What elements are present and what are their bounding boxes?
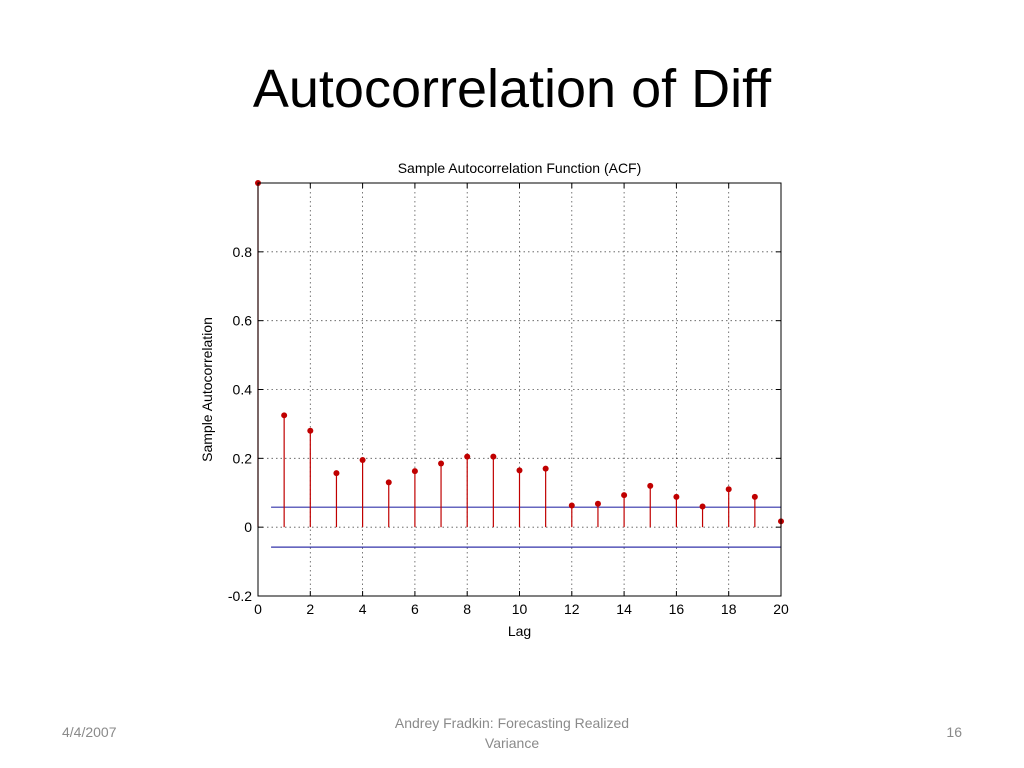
confidence-bounds	[271, 506, 781, 548]
acf-point	[542, 465, 549, 472]
acf-point	[751, 493, 758, 500]
y-tick-label: 0.2	[233, 450, 253, 466]
acf-point	[725, 486, 732, 493]
acf-point	[411, 468, 418, 475]
x-tick-label: 18	[721, 601, 737, 617]
footer-date: 4/4/2007	[62, 724, 117, 740]
acf-point	[673, 493, 680, 500]
slide-title: Autocorrelation of Diff	[252, 59, 772, 119]
footer-line-2: Variance	[484, 735, 540, 751]
y-tick-label: 0.4	[233, 382, 253, 398]
x-axis-label: Lag	[508, 623, 531, 639]
x-tick-label: 16	[669, 601, 685, 617]
acf-point	[516, 467, 523, 474]
stems-layer	[255, 180, 784, 528]
acf-point	[699, 503, 706, 510]
acf-point	[621, 492, 628, 499]
y-tick-label: 0.8	[233, 244, 253, 260]
acf-point	[438, 460, 445, 467]
x-tick-label: 6	[411, 601, 419, 617]
y-tick-label: -0.2	[228, 588, 252, 604]
x-tick-label: 4	[359, 601, 367, 617]
acf-point	[568, 502, 575, 509]
x-tick-label: 20	[773, 601, 789, 617]
acf-point	[594, 500, 601, 507]
grid-layer	[258, 183, 781, 596]
acf-point	[359, 457, 366, 464]
footer-line-1: Andrey Fradkin: Forecasting Realized	[394, 715, 630, 731]
acf-point	[333, 470, 340, 477]
y-tick-label: 0.6	[233, 313, 253, 329]
x-tick-label: 2	[306, 601, 314, 617]
footer-author-title: Andrey Fradkin: Forecasting Realized Var…	[372, 713, 652, 753]
acf-point	[281, 412, 288, 419]
ticks-layer: 0 2 4 6 8 10 12 14 16 18 20-0.200.20.40.60.8	[228, 183, 789, 617]
acf-chart: 0 2 4 6 8 10 12 14 16 18 20-0.200.20.40.60.8 Sampl…	[199, 160, 789, 639]
chart-title: Sample Autocorrelation Function (ACF)	[398, 160, 642, 176]
x-tick-label: 0	[254, 601, 262, 617]
x-tick-label: 14	[616, 601, 632, 617]
acf-point	[464, 453, 471, 460]
footer-page-number: 16	[946, 724, 962, 740]
acf-point	[307, 427, 314, 434]
y-axis-label: Sample Autocorrelation	[199, 317, 215, 462]
x-tick-label: 8	[463, 601, 471, 617]
acf-point	[490, 453, 497, 460]
acf-point	[647, 482, 654, 489]
acf-point	[385, 479, 392, 486]
x-tick-label: 12	[564, 601, 580, 617]
x-tick-label: 10	[512, 601, 528, 617]
y-tick-label: 0	[244, 519, 252, 535]
